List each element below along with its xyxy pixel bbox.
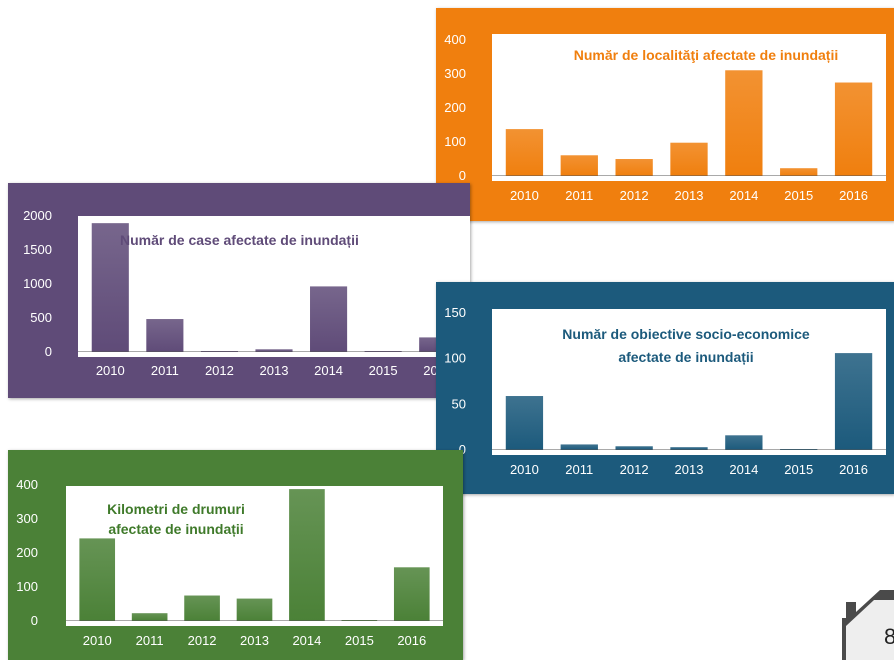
y-tick-label: 2000 xyxy=(23,208,52,223)
x-tick-label: 2015 xyxy=(369,363,398,378)
bar-2013 xyxy=(255,349,293,352)
plot-area xyxy=(492,309,886,455)
y-tick-label: 50 xyxy=(452,396,466,411)
bar-2014 xyxy=(310,286,348,352)
x-tick-label: 2012 xyxy=(205,363,234,378)
x-tick-label: 2011 xyxy=(136,633,164,648)
bar-2011 xyxy=(560,155,598,176)
bar-2016 xyxy=(834,353,873,450)
bar-2013 xyxy=(236,598,273,621)
bar-2010 xyxy=(91,223,129,352)
x-tick-label: 2012 xyxy=(620,462,649,477)
x-tick-label: 2013 xyxy=(675,188,704,203)
y-tick-label: 1000 xyxy=(23,276,52,291)
page-number: 8 xyxy=(884,624,894,649)
y-tick-label: 150 xyxy=(444,305,466,320)
x-tick-label: 2015 xyxy=(345,633,374,648)
y-tick-label: 0 xyxy=(459,168,466,183)
bar-2016 xyxy=(834,82,873,176)
y-tick-label: 500 xyxy=(30,310,52,325)
bar-2013 xyxy=(670,447,708,450)
chart-title: Număr de localităţi afectate de inundați… xyxy=(574,47,839,63)
x-tick-label: 2014 xyxy=(314,363,343,378)
y-tick-label: 1500 xyxy=(23,242,52,257)
bar-2014 xyxy=(725,435,763,450)
chart-case: 0 500 1000 1500 2000 2010 2011 2012 2013 2014 2015… xyxy=(23,208,470,378)
bar-2013 xyxy=(670,142,708,176)
bar-2010 xyxy=(79,538,116,621)
bar-2015 xyxy=(780,168,818,176)
x-tick-label: 2014 xyxy=(729,462,758,477)
bar-2010 xyxy=(505,129,544,176)
bar-2014 xyxy=(289,489,325,621)
x-tick-label: 2010 xyxy=(96,363,125,378)
x-tick-label: 2016 xyxy=(397,633,426,648)
bar-2011 xyxy=(146,319,184,352)
chart-title: Număr de case afectate de inundații xyxy=(120,232,359,248)
x-tick-label: 2012 xyxy=(188,633,217,648)
x-tick-label: 2010 xyxy=(510,188,539,203)
bar-2016 xyxy=(393,567,430,621)
chart-obiective: 0 50 100 150 2010 2011 2012 2013 2014 2015 2016 Num… xyxy=(444,305,886,477)
x-tick-label: 2013 xyxy=(260,363,289,378)
y-tick-label: 200 xyxy=(16,545,38,560)
x-tick-label: 2016 xyxy=(839,188,868,203)
x-tick-label: 2013 xyxy=(240,633,269,648)
bar-2012 xyxy=(615,446,653,450)
x-tick-label: 2010 xyxy=(510,462,539,477)
chart-panel-drumuri: 0 100 200 300 400 2010 2011 2012 2013 2014 2015 201… xyxy=(8,450,463,660)
y-tick-label: 100 xyxy=(444,134,466,149)
y-tick-label: 0 xyxy=(45,344,52,359)
bar-2011 xyxy=(131,613,168,621)
x-tick-label: 2013 xyxy=(675,462,704,477)
bar-2012 xyxy=(615,159,653,176)
x-tick-label: 2015 xyxy=(784,188,813,203)
chart-localitati: 0 100 200 300 400 2010 2011 2012 2013 2014 2015 201… xyxy=(444,32,886,203)
chart-title: Număr de obiective socio-economice xyxy=(562,326,810,342)
chart-title: Kilometri de drumuri xyxy=(107,501,245,517)
y-tick-label: 300 xyxy=(16,511,38,526)
y-tick-label: 100 xyxy=(16,579,38,594)
bar-2012 xyxy=(184,595,220,621)
plot-area xyxy=(78,216,470,357)
y-tick-label: 300 xyxy=(444,66,466,81)
y-tick-label: 0 xyxy=(31,613,38,628)
chart-title: afectate de inundații xyxy=(618,349,753,365)
bar-2010 xyxy=(505,396,544,450)
y-tick-label: 100 xyxy=(444,351,466,366)
x-tick-label: 2012 xyxy=(620,188,649,203)
house-corner-icon xyxy=(842,590,894,660)
x-tick-label: 2016 xyxy=(839,462,868,477)
x-tick-label: 2014 xyxy=(292,633,321,648)
bar-2014 xyxy=(725,70,763,176)
chart-panel-localitati: 0 100 200 300 400 2010 2011 2012 2013 2014 2015 201… xyxy=(436,8,894,221)
x-tick-label: 2014 xyxy=(729,188,758,203)
chart-drumuri: 0 100 200 300 400 2010 2011 2012 2013 2014 2015 201… xyxy=(16,477,443,648)
y-tick-label: 200 xyxy=(444,100,466,115)
y-tick-label: 400 xyxy=(16,477,38,492)
chart-panel-obiective: 0 50 100 150 2010 2011 2012 2013 2014 2015 2016 Num… xyxy=(436,282,894,494)
x-tick-label: 2011 xyxy=(151,363,179,378)
bar-2011 xyxy=(560,444,598,450)
x-tick-label: 2011 xyxy=(565,462,593,477)
x-tick-label: 2015 xyxy=(784,462,813,477)
chart-title: afectate de inundații xyxy=(108,521,243,537)
x-tick-label: 2011 xyxy=(565,188,593,203)
y-tick-label: 0 xyxy=(459,442,466,457)
chart-panel-case: 0 500 1000 1500 2000 2010 2011 2012 2013 2014 2015… xyxy=(8,183,470,398)
y-tick-label: 400 xyxy=(444,32,466,47)
x-tick-label: 2010 xyxy=(83,633,112,648)
